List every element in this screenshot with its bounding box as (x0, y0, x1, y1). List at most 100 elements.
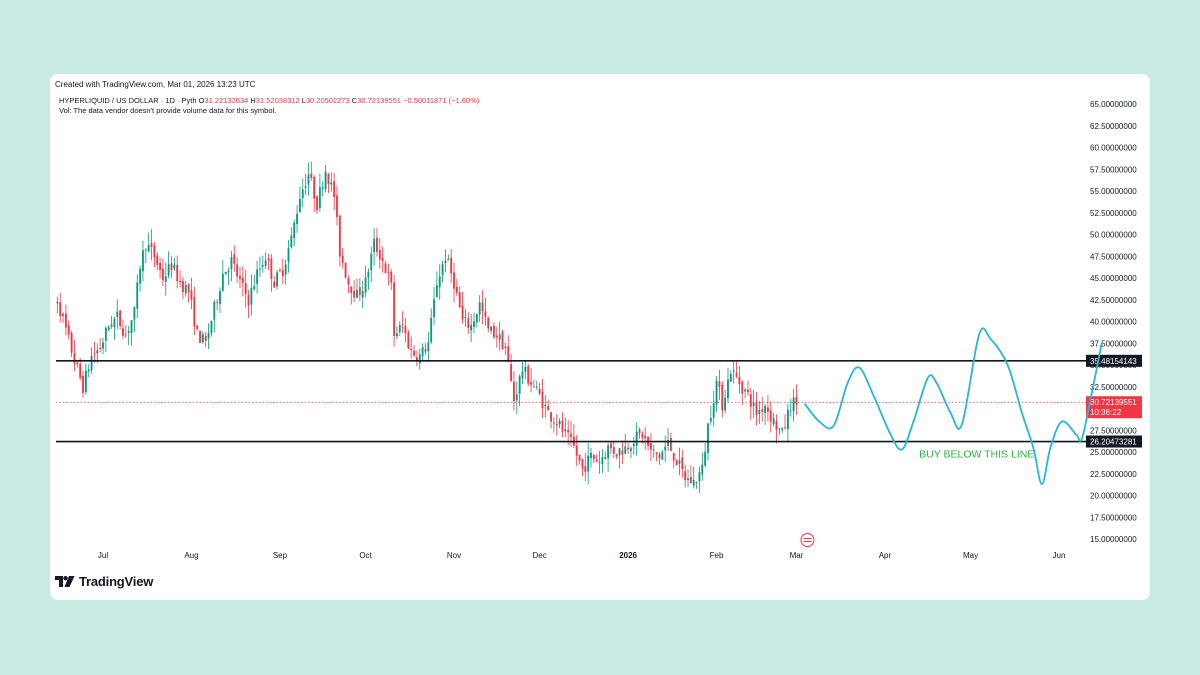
candle-body (732, 370, 735, 372)
candle-body (150, 242, 153, 247)
candle-body (627, 447, 630, 450)
candle-body (672, 453, 675, 461)
candle-body (187, 284, 190, 293)
candle-body (284, 264, 287, 275)
candle-body (62, 313, 64, 316)
candle-body (193, 297, 196, 327)
time-tick-label: Jul (98, 551, 108, 560)
candle-body (330, 182, 333, 185)
support-label-bg (1086, 435, 1142, 448)
candle-body (558, 420, 561, 425)
candle-body (441, 264, 444, 276)
candle-body (99, 347, 102, 350)
candle-body (601, 457, 604, 465)
candle-body (687, 478, 689, 480)
price-chart[interactable]: 65.00000000 62.50000000 60.00000000 57.5000… (50, 74, 1150, 600)
candle-body (424, 349, 427, 352)
candle-body (216, 301, 219, 303)
candle-body (478, 302, 481, 315)
candle-body (156, 255, 159, 265)
candle-body (621, 450, 624, 455)
candle-body (56, 301, 59, 304)
candle-body (207, 332, 210, 339)
candle-body (747, 389, 749, 393)
candle-body (393, 282, 396, 337)
candle-body (447, 258, 450, 261)
candle-body (307, 174, 310, 185)
candle-body (678, 459, 681, 464)
price-tick-label: 65.00000000 (1090, 100, 1137, 109)
candle-body (675, 459, 678, 465)
candle-body (490, 326, 493, 331)
candle-body (116, 311, 119, 317)
open-value: 31.22132634 (204, 96, 249, 105)
resistance-label: 35.48154143 (1090, 357, 1137, 366)
price-tick-label: 62.50000000 (1090, 122, 1137, 131)
candle-body (641, 433, 644, 438)
candle-body (102, 342, 104, 349)
candle-body (199, 331, 201, 343)
candle-body (515, 394, 518, 401)
close-value: 30.72139551 (357, 96, 401, 105)
candle-body (273, 281, 276, 288)
candle-body (398, 324, 401, 333)
low-label: L (301, 96, 306, 105)
candle-body (87, 369, 90, 372)
candle-body (176, 264, 179, 282)
candle-body (224, 271, 227, 275)
candle-body (615, 454, 618, 457)
candle-body (564, 429, 567, 432)
candle-body (247, 294, 250, 306)
candle-body (376, 237, 378, 252)
candle-body (475, 314, 478, 323)
candle-body (769, 410, 772, 422)
open-label: O (198, 96, 205, 105)
candle-body (364, 277, 367, 293)
candle-body (230, 256, 233, 270)
candle-body (261, 265, 264, 267)
candle-body (513, 381, 515, 402)
candle-body (404, 326, 407, 334)
candle-body (256, 269, 259, 284)
candle-body (64, 313, 67, 328)
candle-body (701, 464, 704, 475)
candle-body (738, 376, 741, 385)
price-tick-label: 37.50000000 (1090, 339, 1137, 348)
candle-body (336, 195, 338, 218)
price-tick-label: 42.50000000 (1090, 296, 1137, 305)
candle-body (104, 327, 107, 341)
candle-body (344, 263, 347, 278)
price-tick-label: 60.00000000 (1090, 144, 1137, 153)
candle-body (481, 302, 484, 312)
candle-body (718, 381, 721, 387)
candle-body (233, 254, 236, 264)
candle-body (361, 291, 364, 298)
candle-body (293, 222, 296, 238)
candle-body (644, 436, 647, 439)
candle-body (550, 412, 552, 422)
candle-body (84, 370, 87, 393)
candle-body (418, 354, 421, 364)
candle-body (744, 389, 747, 392)
candle-body (584, 466, 587, 472)
candle-body (244, 283, 247, 295)
price-tick-label: 45.00000000 (1090, 274, 1137, 283)
candle-body (453, 272, 455, 289)
candle-body (709, 418, 712, 422)
candle-body (221, 273, 224, 291)
candle-body (276, 272, 279, 287)
candle-body (153, 245, 156, 258)
candle-body (504, 346, 507, 348)
candle-body (236, 264, 239, 277)
candle-body (139, 268, 142, 284)
candle-body (721, 384, 724, 411)
close-label: C (351, 96, 358, 105)
candle-body (313, 176, 316, 199)
price-tick-label: 20.00000000 (1090, 492, 1137, 501)
time-tick-label: May (963, 551, 978, 560)
candle-body (301, 189, 304, 198)
candle-body (658, 454, 661, 458)
candle-body (142, 250, 144, 272)
tradingview-logo[interactable]: TradingView (55, 574, 153, 589)
candle-body (333, 181, 336, 197)
